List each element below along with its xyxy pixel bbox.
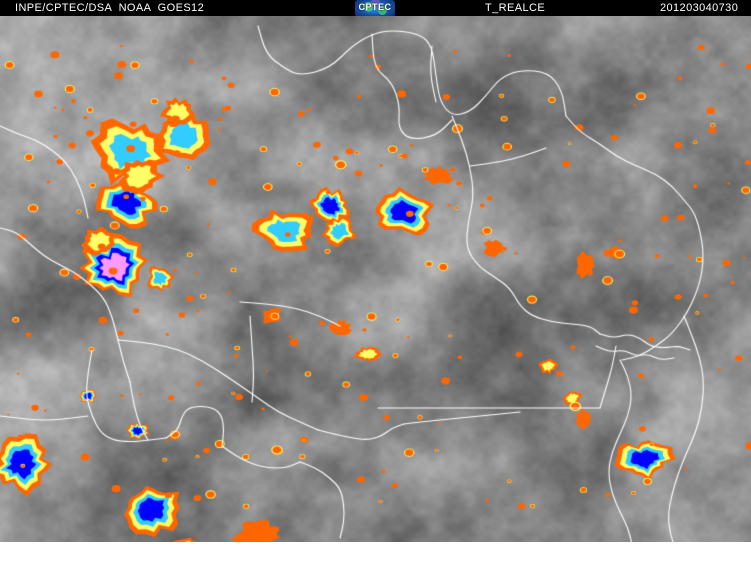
- header-product-label: T_REALCE: [485, 2, 546, 14]
- header-bar: INPE/CPTEC/DSA NOAA GOES12 CPTEC T_REALC…: [0, 0, 751, 17]
- cptec-logo: CPTEC: [355, 0, 395, 17]
- globe-icon: [358, 0, 392, 17]
- cptec-logo-text: CPTEC: [358, 2, 392, 12]
- satellite-image-canvas: [0, 16, 751, 542]
- satellite-image-panel: [0, 16, 751, 542]
- header-source-label: INPE/CPTEC/DSA NOAA GOES12: [15, 2, 205, 14]
- header-datetime-label: 201203040730: [660, 2, 739, 14]
- legend-bar: -80-70-60-50-40-30 Temp. Celsius: [0, 542, 751, 568]
